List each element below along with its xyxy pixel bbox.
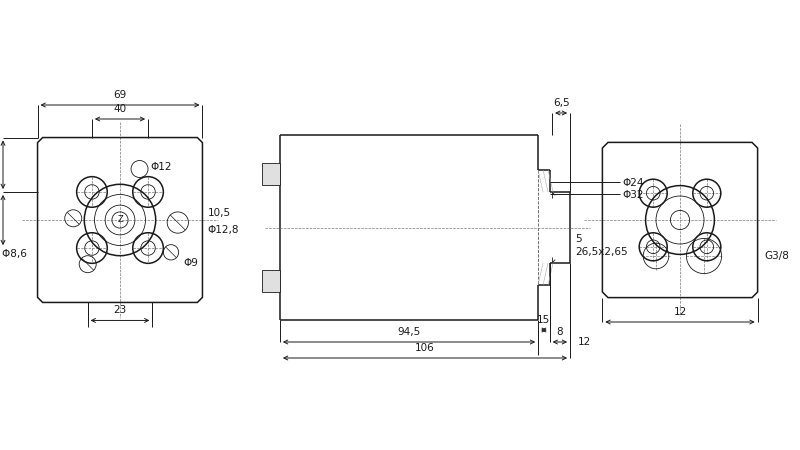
Text: Φ12,8: Φ12,8	[207, 225, 239, 235]
Text: Φ9: Φ9	[184, 257, 198, 267]
Text: 26,5x2,65: 26,5x2,65	[575, 248, 628, 257]
Text: 15: 15	[538, 315, 550, 325]
Text: 12: 12	[674, 307, 686, 317]
Text: 5: 5	[575, 234, 582, 244]
Bar	[262, 270, 280, 292]
Text: 106: 106	[415, 343, 435, 353]
Text: 23: 23	[114, 306, 126, 315]
Text: Z: Z	[117, 216, 123, 225]
Text: 69: 69	[114, 90, 126, 100]
Text: 12: 12	[578, 337, 591, 347]
Text: 94,5: 94,5	[398, 327, 421, 337]
Text: 6,5: 6,5	[553, 98, 570, 108]
Text: Φ32: Φ32	[622, 190, 643, 200]
Text: Φ12: Φ12	[150, 162, 172, 172]
Text: 2x Φ8,6: 2x Φ8,6	[0, 249, 26, 259]
Text: 10,5: 10,5	[207, 208, 230, 218]
Text: 40: 40	[114, 104, 126, 114]
Text: 8: 8	[557, 327, 563, 337]
Bar	[262, 163, 280, 185]
Text: G3/8: G3/8	[764, 251, 789, 261]
Text: Φ24: Φ24	[622, 178, 643, 189]
